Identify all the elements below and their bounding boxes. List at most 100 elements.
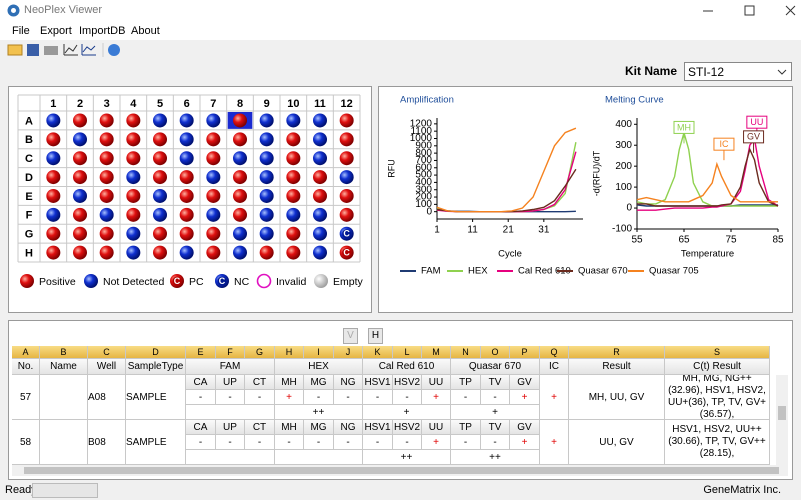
- well[interactable]: [233, 151, 247, 166]
- well[interactable]: [153, 170, 167, 185]
- well[interactable]: [126, 132, 141, 147]
- help-icon[interactable]: [108, 44, 120, 56]
- well[interactable]: [233, 188, 247, 203]
- well[interactable]: C: [339, 245, 354, 260]
- well[interactable]: [46, 132, 61, 147]
- well[interactable]: [313, 170, 327, 185]
- well[interactable]: [46, 151, 61, 166]
- well[interactable]: [286, 207, 301, 222]
- well[interactable]: [286, 132, 301, 147]
- well[interactable]: [179, 245, 194, 260]
- well[interactable]: [339, 170, 354, 185]
- well[interactable]: [46, 207, 61, 222]
- well[interactable]: [259, 151, 274, 166]
- well[interactable]: [73, 151, 87, 166]
- well[interactable]: [126, 113, 141, 128]
- well[interactable]: [313, 226, 327, 241]
- well[interactable]: [153, 226, 167, 241]
- well[interactable]: [73, 226, 87, 241]
- well[interactable]: [179, 226, 194, 241]
- well[interactable]: [179, 113, 194, 128]
- well[interactable]: [126, 207, 141, 222]
- well[interactable]: [286, 113, 301, 128]
- well[interactable]: [233, 113, 247, 128]
- well[interactable]: [46, 245, 61, 260]
- well[interactable]: [339, 188, 354, 203]
- well[interactable]: [99, 132, 114, 147]
- well[interactable]: [126, 226, 141, 241]
- well[interactable]: [233, 132, 247, 147]
- well[interactable]: [73, 245, 87, 260]
- well[interactable]: [259, 245, 274, 260]
- well[interactable]: [99, 188, 114, 203]
- well[interactable]: [179, 207, 194, 222]
- well[interactable]: [206, 132, 221, 147]
- well[interactable]: [73, 170, 87, 185]
- well[interactable]: [233, 245, 247, 260]
- well[interactable]: [206, 226, 221, 241]
- well[interactable]: [339, 113, 354, 128]
- well[interactable]: [46, 226, 61, 241]
- well[interactable]: [73, 188, 87, 203]
- well[interactable]: [313, 207, 327, 222]
- well[interactable]: [206, 207, 221, 222]
- well[interactable]: [206, 151, 221, 166]
- well[interactable]: [233, 207, 247, 222]
- menu-item[interactable]: File: [12, 25, 30, 37]
- well[interactable]: [73, 132, 87, 147]
- well[interactable]: [46, 188, 61, 203]
- well[interactable]: [206, 170, 221, 185]
- well[interactable]: [259, 170, 274, 185]
- window-controls[interactable]: [690, 0, 801, 22]
- well[interactable]: [286, 170, 301, 185]
- well[interactable]: [259, 226, 274, 241]
- well[interactable]: [206, 113, 221, 128]
- open-icon[interactable]: [7, 44, 23, 56]
- well[interactable]: [99, 207, 114, 222]
- well[interactable]: [153, 113, 167, 128]
- well[interactable]: [73, 207, 87, 222]
- save-icon[interactable]: [27, 44, 39, 56]
- well[interactable]: [313, 132, 327, 147]
- well[interactable]: [179, 132, 194, 147]
- well[interactable]: [313, 245, 327, 260]
- view-button[interactable]: H: [368, 328, 383, 344]
- well[interactable]: [153, 245, 167, 260]
- well[interactable]: [339, 207, 354, 222]
- h-scrollbar[interactable]: [12, 465, 788, 476]
- well[interactable]: [313, 151, 327, 166]
- well[interactable]: [259, 113, 274, 128]
- print-icon[interactable]: [44, 46, 58, 55]
- well[interactable]: [179, 170, 194, 185]
- well[interactable]: [233, 226, 247, 241]
- well[interactable]: [99, 226, 114, 241]
- well[interactable]: [126, 170, 141, 185]
- well[interactable]: [99, 113, 114, 128]
- well[interactable]: [99, 245, 114, 260]
- v-scrollbar[interactable]: [776, 375, 788, 465]
- well[interactable]: [153, 132, 167, 147]
- well[interactable]: [286, 226, 301, 241]
- well[interactable]: [286, 151, 301, 166]
- well[interactable]: [339, 151, 354, 166]
- well[interactable]: [99, 170, 114, 185]
- well[interactable]: [339, 132, 354, 147]
- well[interactable]: [259, 188, 274, 203]
- well[interactable]: [313, 188, 327, 203]
- well[interactable]: [153, 151, 167, 166]
- menu-item[interactable]: Export: [40, 25, 72, 37]
- well[interactable]: [46, 170, 61, 185]
- well[interactable]: [233, 170, 247, 185]
- well[interactable]: [73, 113, 87, 128]
- chart-icon[interactable]: [63, 44, 78, 56]
- well[interactable]: [313, 113, 327, 128]
- well[interactable]: [206, 245, 221, 260]
- menu-item[interactable]: About: [131, 25, 160, 37]
- well[interactable]: [259, 132, 274, 147]
- well[interactable]: [46, 113, 61, 128]
- well[interactable]: [286, 245, 301, 260]
- well[interactable]: [99, 151, 114, 166]
- well[interactable]: [179, 188, 194, 203]
- well[interactable]: [126, 245, 141, 260]
- well[interactable]: [126, 188, 141, 203]
